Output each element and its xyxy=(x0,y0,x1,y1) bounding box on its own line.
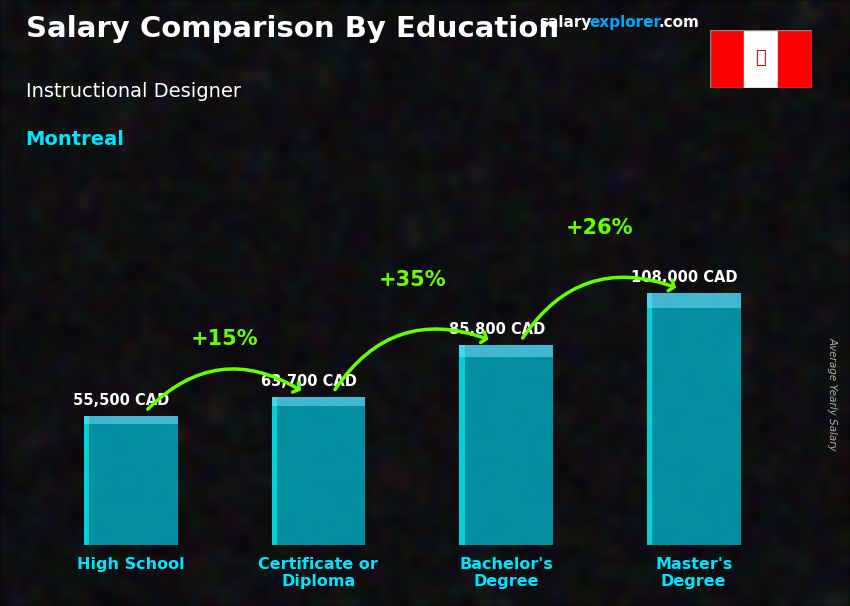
Bar xyxy=(459,345,465,545)
Text: Instructional Designer: Instructional Designer xyxy=(26,82,241,101)
Bar xyxy=(647,293,740,545)
Text: salary: salary xyxy=(540,15,592,30)
Text: .com: .com xyxy=(659,15,700,30)
Text: +35%: +35% xyxy=(378,270,446,290)
Bar xyxy=(778,30,812,88)
Bar xyxy=(84,416,89,545)
Text: Salary Comparison By Education: Salary Comparison By Education xyxy=(26,15,558,43)
Bar xyxy=(459,345,553,357)
Text: 108,000 CAD: 108,000 CAD xyxy=(631,270,738,285)
Bar xyxy=(84,416,178,424)
Bar xyxy=(271,397,366,405)
Text: 85,800 CAD: 85,800 CAD xyxy=(449,322,545,338)
Bar xyxy=(710,30,744,88)
Text: +15%: +15% xyxy=(190,329,258,349)
Text: explorer: explorer xyxy=(589,15,661,30)
Bar xyxy=(84,416,178,545)
Text: Montreal: Montreal xyxy=(26,130,124,149)
Text: Average Yearly Salary: Average Yearly Salary xyxy=(827,337,837,451)
Bar xyxy=(647,293,740,308)
Text: 55,500 CAD: 55,500 CAD xyxy=(73,393,169,408)
Bar xyxy=(647,293,653,545)
Text: +26%: +26% xyxy=(566,218,633,238)
Bar xyxy=(271,397,277,545)
Bar xyxy=(271,397,366,545)
Bar xyxy=(744,30,778,88)
Bar xyxy=(459,345,553,545)
Text: 🍁: 🍁 xyxy=(756,48,766,67)
Text: 63,700 CAD: 63,700 CAD xyxy=(261,374,357,389)
